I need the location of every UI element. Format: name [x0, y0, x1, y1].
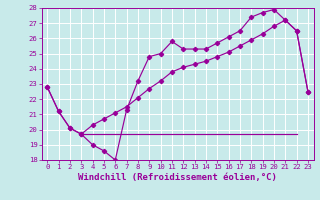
X-axis label: Windchill (Refroidissement éolien,°C): Windchill (Refroidissement éolien,°C): [78, 173, 277, 182]
